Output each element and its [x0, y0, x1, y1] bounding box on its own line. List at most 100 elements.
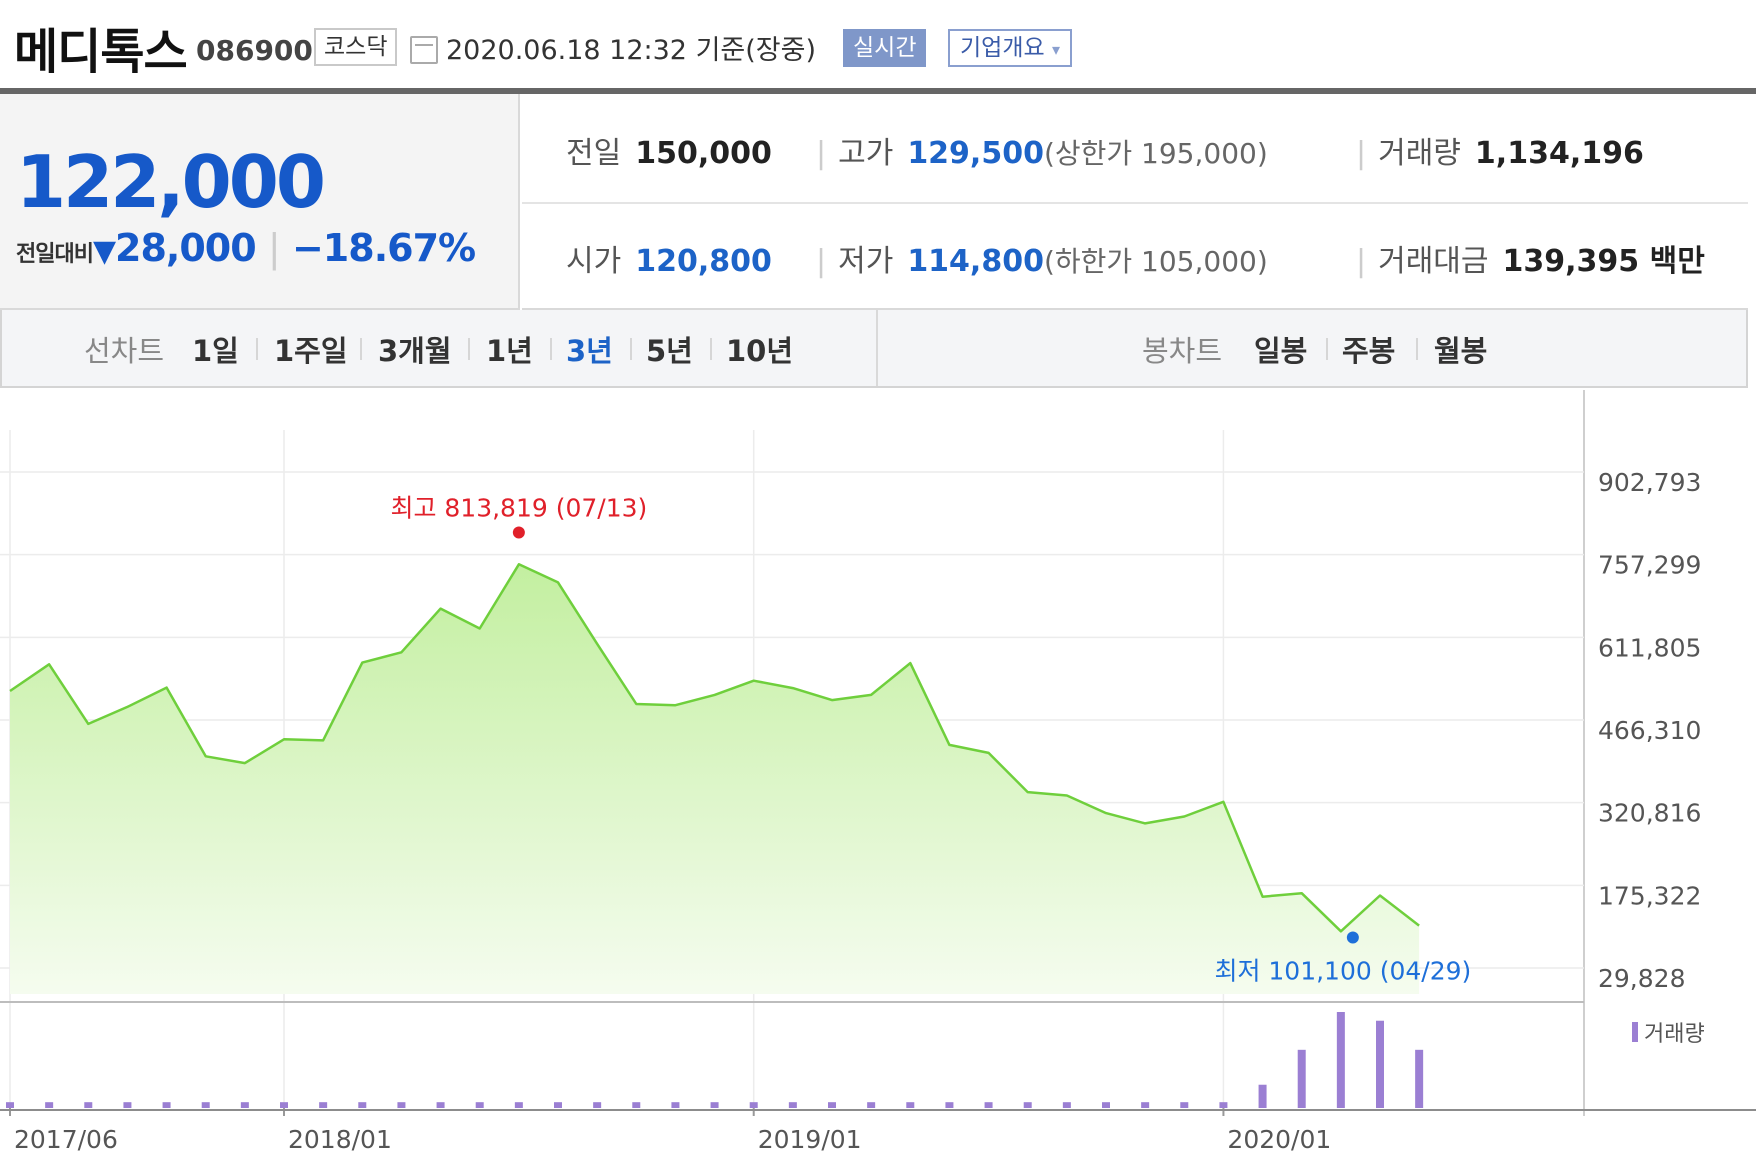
- tab-3y[interactable]: 3년: [566, 334, 613, 368]
- tab-10y[interactable]: 10년: [726, 334, 794, 368]
- stat-separator: |: [816, 136, 827, 171]
- tab-1d[interactable]: 1일: [192, 334, 239, 368]
- volume-bar: [514, 1102, 523, 1108]
- volume-bar: [1415, 1049, 1424, 1108]
- change-label: 전일대비: [16, 242, 94, 267]
- volume-bar: [828, 1102, 836, 1108]
- stats-panel: 전일 150,000 | 고가 129,500(상한가 195,000) | 거래량 1,…: [522, 94, 1748, 310]
- stat-prev-close: 전일 150,000: [566, 128, 772, 172]
- volume-bar: [867, 1102, 876, 1108]
- y-tick-label: 466,310: [1598, 716, 1701, 745]
- candle-chart-label: 봉차트: [1142, 334, 1223, 368]
- stat-label: 거래량: [1378, 136, 1461, 171]
- price-chart: 902,793 757,299 611,805 466,310 320,816 175,3…: [0, 390, 1756, 1170]
- volume-bar: [788, 1102, 797, 1108]
- volume-bar: [280, 1102, 288, 1108]
- volume-bar: [6, 1102, 14, 1108]
- y-tick-label: 320,816: [1598, 799, 1701, 828]
- volume-bar: [397, 1102, 406, 1108]
- tab-separator: [468, 338, 470, 360]
- current-price: 122,000: [16, 140, 326, 224]
- stat-separator: |: [816, 244, 827, 279]
- line-chart-label: 선차트: [84, 334, 165, 368]
- y-tick-label: 902,793: [1598, 468, 1701, 497]
- y-tick-label: 29,828: [1598, 964, 1685, 993]
- stat-label: 거래대금: [1378, 244, 1489, 279]
- stat-sub: (상한가 195,000): [1043, 137, 1268, 170]
- stock-code: 086900: [196, 34, 313, 67]
- volume-bar: [475, 1102, 484, 1108]
- stat-label: 전일: [566, 136, 622, 171]
- volume-bar: [671, 1102, 680, 1108]
- tab-1w[interactable]: 1주일: [274, 334, 348, 368]
- stat-value: 139,395 백만: [1502, 244, 1705, 279]
- volume-bar: [1336, 1012, 1345, 1108]
- tab-5y[interactable]: 5년: [646, 334, 693, 368]
- volume-bar: [123, 1102, 132, 1108]
- x-tick-label: 2020/01: [1227, 1125, 1331, 1154]
- tab-separator: [1416, 338, 1418, 360]
- price-change: 전일대비▼28,000 | −18.67%: [16, 226, 476, 270]
- realtime-button[interactable]: 실시간: [843, 29, 927, 67]
- volume-bar: [593, 1102, 602, 1108]
- calendar-icon: [410, 36, 438, 64]
- stat-separator: |: [1356, 136, 1367, 171]
- x-tick-label: 2019/01: [758, 1125, 862, 1154]
- chart-tab-bar: 선차트 1일 1주일 3개월 1년 3년 5년 10년 봉차트 일봉 주봉 월봉: [0, 310, 1748, 388]
- stats-row-divider: [522, 202, 1748, 204]
- stock-header: 메디톡스 086900 코스닥 2020.06.18 12:32 기준(장중) …: [0, 0, 1756, 94]
- tab-daily[interactable]: 일봉: [1254, 334, 1308, 368]
- min-annotation: 최저 101,100 (04/29): [1214, 957, 1471, 986]
- volume-bar: [1219, 1102, 1228, 1108]
- volume-bar: [358, 1102, 367, 1108]
- tab-separator: [550, 338, 552, 360]
- volume-bar: [984, 1102, 993, 1108]
- stat-sub: (하한가 105,000): [1043, 245, 1268, 278]
- down-triangle-icon: ▼: [92, 234, 116, 269]
- stat-low: | 저가 114,800(하한가 105,000): [816, 236, 1268, 280]
- volume-bar: [554, 1102, 562, 1108]
- stat-label: 시가: [566, 244, 622, 279]
- volume-legend-label: 거래량: [1644, 1022, 1705, 1047]
- timestamp: 2020.06.18 12:32 기준(장중): [446, 35, 816, 66]
- volume-legend-swatch: [1632, 1022, 1638, 1042]
- tab-1y[interactable]: 1년: [486, 334, 533, 368]
- tab-separator: [630, 338, 632, 360]
- x-tick-label: 2017/06: [14, 1125, 118, 1154]
- stat-open: 시가 120,800: [566, 236, 772, 280]
- x-tick-label: 2018/01: [288, 1125, 392, 1154]
- price-box: 122,000 전일대비▼28,000 | −18.67%: [0, 94, 520, 310]
- company-overview-label: 기업개요: [960, 35, 1045, 61]
- change-value: 28,000: [115, 226, 257, 270]
- volume-bar: [1258, 1084, 1267, 1108]
- change-percent: −18.67%: [291, 226, 476, 270]
- stock-name: 메디톡스: [14, 24, 188, 80]
- volume-bar: [436, 1102, 445, 1108]
- volume-bar: [710, 1102, 719, 1108]
- volume-bar: [1180, 1102, 1189, 1108]
- tab-3m[interactable]: 3개월: [378, 334, 452, 368]
- volume-bar: [240, 1102, 249, 1108]
- stat-high: | 고가 129,500(상한가 195,000): [816, 128, 1268, 172]
- tab-monthly[interactable]: 월봉: [1434, 334, 1488, 368]
- volume-bar: [1062, 1102, 1071, 1108]
- tab-separator: [360, 338, 362, 360]
- volume-bar: [1102, 1102, 1110, 1108]
- max-point-marker: [512, 526, 525, 539]
- tab-weekly[interactable]: 주봉: [1342, 334, 1396, 368]
- change-separator: |: [267, 226, 281, 270]
- stat-value: 120,800: [635, 244, 772, 279]
- volume-bar: [1376, 1020, 1384, 1108]
- stat-value: 150,000: [635, 136, 772, 171]
- stat-separator: |: [1356, 244, 1367, 279]
- volume-bar: [45, 1102, 54, 1108]
- min-point-marker: [1346, 931, 1359, 944]
- stat-amount: | 거래대금 139,395 백만: [1356, 236, 1705, 280]
- volume-bar: [1141, 1102, 1150, 1108]
- volume-bar: [1023, 1102, 1032, 1108]
- volume-bar: [945, 1102, 954, 1108]
- y-tick-label: 175,322: [1598, 881, 1701, 910]
- company-overview-button[interactable]: 기업개요 ▾: [948, 29, 1072, 67]
- volume-bar: [749, 1102, 758, 1108]
- stat-value: 1,134,196: [1474, 136, 1644, 171]
